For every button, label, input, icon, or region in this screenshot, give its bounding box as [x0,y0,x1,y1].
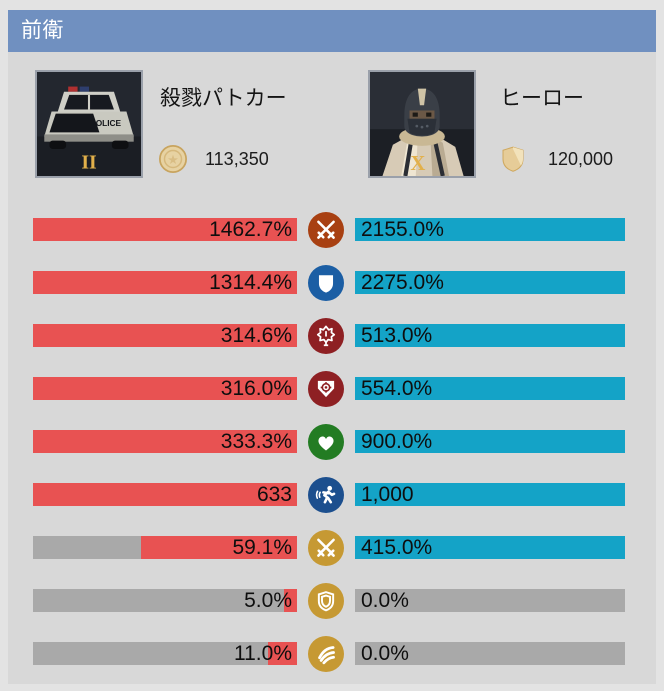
left-stat-value: 314.6% [220,324,292,347]
left-unit-portrait[interactable]: POLICE II [35,70,143,178]
dodge-icon [308,635,344,672]
right-stat-value: 2275.0% [361,271,444,294]
left-stat-bar: 633 [33,483,297,506]
right-stat-value: 0.0% [361,642,409,665]
left-stat-value: 1314.4% [209,271,292,294]
speed-icon [308,476,344,513]
left-stat-value: 5.0% [244,589,292,612]
right-bar-fill [355,377,625,400]
stat-row-pierce: 316.0% 554.0% [33,370,650,407]
right-stat-value: 415.0% [361,536,433,559]
section-header: 前衛 [8,10,656,52]
stat-row-attack: 1462.7% 2155.0% [33,211,650,248]
right-stat-bar: 2155.0% [355,218,625,241]
left-stat-value: 11.0% [234,642,292,665]
pierce-icon [308,370,344,407]
block-icon [308,582,344,619]
health-icon [308,423,344,460]
left-unit-tier: II [81,152,97,174]
left-bar-fill [283,589,297,612]
left-stat-bar: 5.0% [33,589,297,612]
left-bar-fill [33,483,297,506]
right-unit-tier: X [410,152,425,175]
right-unit-portrait[interactable]: X [368,70,476,178]
right-bar-fill [355,536,625,559]
right-stat-value: 0.0% [361,589,409,612]
right-bar-fill [355,483,625,506]
right-stat-bar: 554.0% [355,377,625,400]
left-stat-value: 1462.7% [209,218,292,241]
stat-row-crit: 59.1% 415.0% [33,529,650,566]
police-car-image: POLICE II [37,72,141,176]
stat-row-armor: 314.6% 513.0% [33,317,650,354]
gold-shield-icon [498,144,528,174]
left-stat-bar: 1314.4% [33,271,297,294]
right-unit-name: ヒーロー [500,87,584,110]
stat-row-speed: 633 1,000 [33,476,650,513]
left-unit-power: 113,350 [205,149,269,169]
left-bar-fill [33,430,297,453]
left-bar-fill [140,536,297,559]
stat-rows: 1462.7% 2155.0% 1314.4% 2275.0% 314.6% [33,211,650,691]
left-stat-value: 59.1% [232,536,292,559]
left-stat-bar: 59.1% [33,536,297,559]
right-stat-bar: 513.0% [355,324,625,347]
left-stat-bar: 1462.7% [33,218,297,241]
right-bar-fill [355,271,625,294]
left-bar-fill [33,377,297,400]
right-stat-bar: 1,000 [355,483,625,506]
right-stat-value: 1,000 [361,483,414,506]
left-stat-bar: 11.0% [33,642,297,665]
left-stat-value: 316.0% [220,377,292,400]
stat-row-defense: 1314.4% 2275.0% [33,264,650,301]
stat-row-dodge: 11.0% 0.0% [33,635,650,672]
section-title: 前衛 [21,19,64,42]
right-stat-bar: 415.0% [355,536,625,559]
right-stat-value: 2155.0% [361,218,444,241]
police-car-text: POLICE [90,118,121,128]
left-stat-bar: 316.0% [33,377,297,400]
gold-medal-icon [158,144,188,174]
comparison-panel: 前衛 POLICE II 殺戮パトカー [8,10,656,684]
stat-row-health: 333.3% 900.0% [33,423,650,460]
right-stat-bar: 0.0% [355,589,625,612]
right-bar-fill [355,430,625,453]
right-stat-bar: 2275.0% [355,271,625,294]
left-stat-value: 333.3% [220,430,292,453]
right-stat-value: 900.0% [361,430,433,453]
left-bar-fill [267,642,297,665]
right-stat-bar: 0.0% [355,642,625,665]
right-stat-value: 513.0% [361,324,433,347]
right-bar-fill [355,324,625,347]
attack-icon [308,211,344,248]
right-unit-power: 120,000 [548,149,614,169]
armor-icon [308,317,344,354]
masked-hero-image: X [370,72,474,176]
left-unit-name: 殺戮パトカー [160,87,287,110]
right-bar-fill [355,218,625,241]
left-bar-fill [33,271,297,294]
left-stat-value: 633 [256,483,292,506]
right-stat-bar: 900.0% [355,430,625,453]
defense-icon [308,264,344,301]
stat-row-block: 5.0% 0.0% [33,582,650,619]
crit-icon [308,529,344,566]
left-bar-fill [33,218,297,241]
left-stat-bar: 333.3% [33,430,297,453]
left-stat-bar: 314.6% [33,324,297,347]
right-stat-value: 554.0% [361,377,433,400]
left-bar-fill [33,324,297,347]
